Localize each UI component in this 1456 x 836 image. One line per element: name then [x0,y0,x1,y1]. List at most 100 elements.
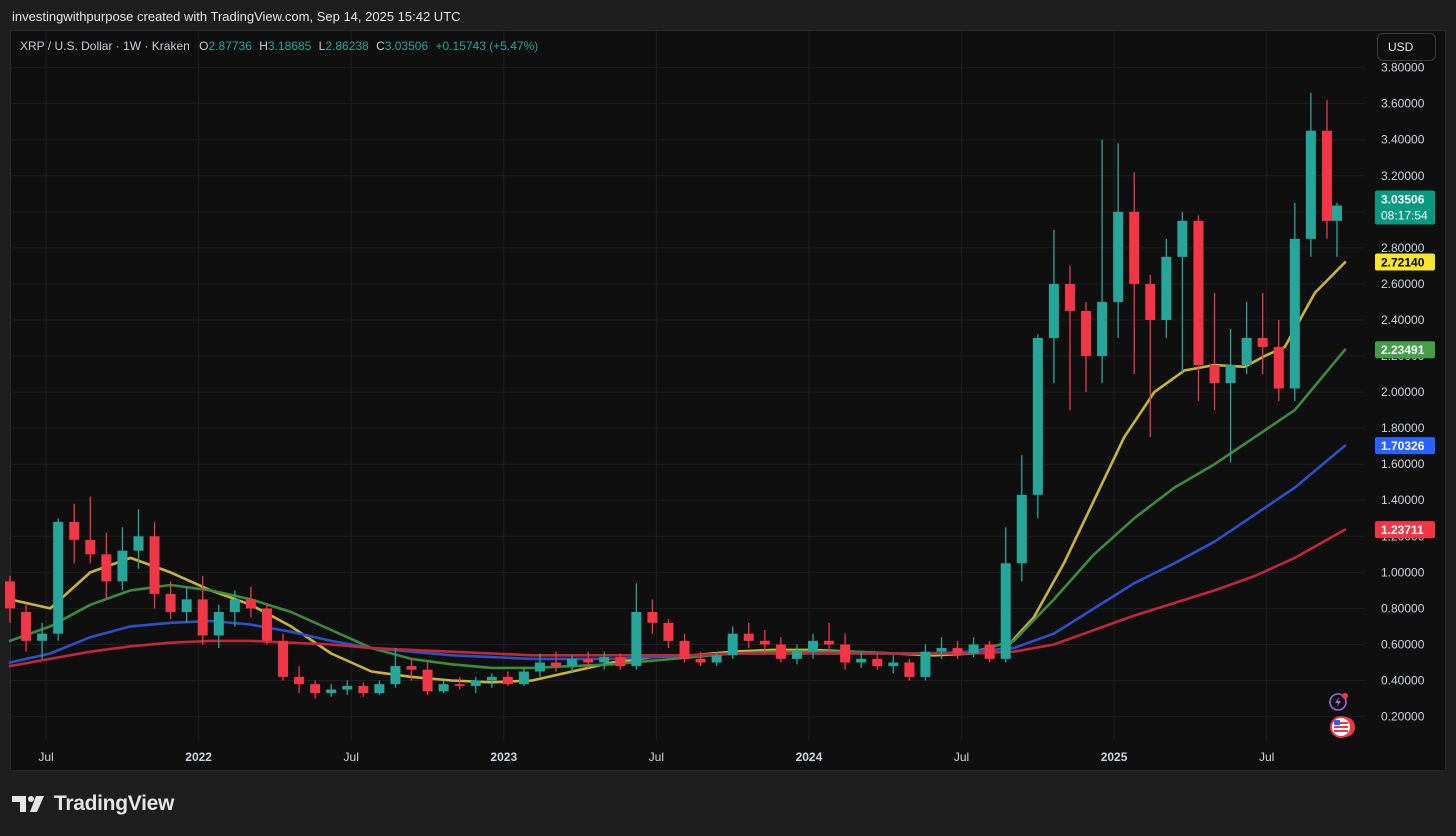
low-value: 2.86238 [325,39,369,53]
candle-body [727,633,738,656]
price-tick-label: 0.60000 [1381,637,1425,651]
candle-body [1032,338,1043,495]
close-value: 3.03506 [384,39,429,53]
price-tick-label: 1.80000 [1381,421,1425,435]
candle-body [358,685,369,694]
candle-body [599,657,610,663]
candle-body [551,662,562,667]
price-label-text: 2.72140 [1381,256,1425,270]
change-value: +0.15743 (+5.47%) [435,39,539,53]
open-value: 2.87736 [208,39,252,53]
candle-body [1257,338,1268,348]
close-label: C [376,39,385,53]
high-label: H [259,39,268,53]
low-label: L [318,39,326,53]
time-tick-label: Jul [1259,750,1274,764]
candle-body [1048,283,1059,339]
moving-average-line [8,444,1347,664]
time-axis: Jul 2022 Jul 2023 Jul 2024 Jul 2025 Jul [38,750,1274,764]
time-tick-label: Jul [954,750,969,764]
candle-body [53,521,64,634]
us-flag-icon[interactable] [1330,716,1355,738]
candle-body [342,685,353,690]
candle-body [695,658,706,663]
candle-body [5,581,15,609]
candle-body [422,669,433,692]
candle-body [229,599,240,613]
candle-body [1305,130,1316,239]
candle-body [390,666,401,685]
candle-body [374,684,385,694]
candle-body [840,644,851,663]
candle-body [261,608,272,641]
candle-body [1097,301,1108,357]
price-axis: 0.200000.400000.600000.800001.000001.200… [1381,61,1425,724]
price-tick-label: 0.20000 [1381,710,1425,724]
lightning-icon[interactable] [1329,693,1348,711]
candle-body [679,640,690,659]
candle-body [1177,220,1188,257]
candle-body [310,684,321,694]
moving-average-line [8,528,1347,668]
candle-body [904,662,915,677]
time-tick-label: 2023 [490,750,517,764]
candle-body [952,648,963,654]
candle-body [631,612,642,667]
candle-body [968,644,979,654]
chart-header: investingwithpurpose created with Tradin… [0,0,1456,30]
candlestick-series [5,92,1342,699]
candle-body [920,651,931,677]
candle-body [1145,283,1156,320]
candle-body [663,622,674,641]
candle-body [278,640,289,677]
candle-body [1225,365,1236,384]
time-tick-label: 2025 [1101,750,1128,764]
time-tick-label: Jul [344,750,359,764]
moving-average-line [8,348,1347,670]
candle-body [1016,494,1027,564]
price-label-badge [1375,341,1435,359]
time-tick-label: 2022 [185,750,212,764]
candle-body [1129,211,1140,284]
price-tick-label: 3.60000 [1381,97,1425,111]
candle-body [69,521,80,540]
countdown-text: 08:17:54 [1381,208,1428,222]
price-label-text: 2.23491 [1381,343,1425,357]
price-tick-label: 2.00000 [1381,385,1425,399]
candle-body [245,599,256,609]
footer-logo[interactable]: TradingView [12,792,174,816]
tradingview-brand: TradingView [54,792,175,815]
moving-averages [8,261,1347,684]
price-tick-label: 3.40000 [1381,133,1425,147]
candle-body [936,648,947,652]
candle-body [1081,310,1092,357]
price-label-text: 1.70326 [1381,439,1425,453]
symbol-name[interactable]: XRP / U.S. Dollar · 1W · Kraken [20,39,190,53]
tradingview-logo-icon [12,796,44,812]
candle-body [1209,365,1220,384]
candle-body [534,662,545,672]
candle-body [583,658,594,663]
candle-body [37,633,48,641]
candle-body [101,554,112,582]
moving-average-line [8,261,1347,684]
candle-body [856,658,867,663]
price-tick-label: 1.60000 [1381,457,1425,471]
candle-body [502,676,513,685]
candle-body [133,536,144,551]
candle-body [711,655,722,663]
candle-body [791,651,802,659]
candle-body [1273,347,1284,389]
currency-button[interactable]: USD [1377,33,1436,61]
price-tick-label: 2.40000 [1381,313,1425,327]
grid-lines [11,31,1365,740]
price-tick-label: 3.20000 [1381,169,1425,183]
candle-body [888,662,899,667]
open-label: O [199,39,209,53]
price-tick-label: 0.40000 [1381,674,1425,688]
high-value: 3.18685 [267,39,312,53]
candle-body [567,658,578,667]
candle-body [406,666,417,670]
candle-body [149,536,160,594]
